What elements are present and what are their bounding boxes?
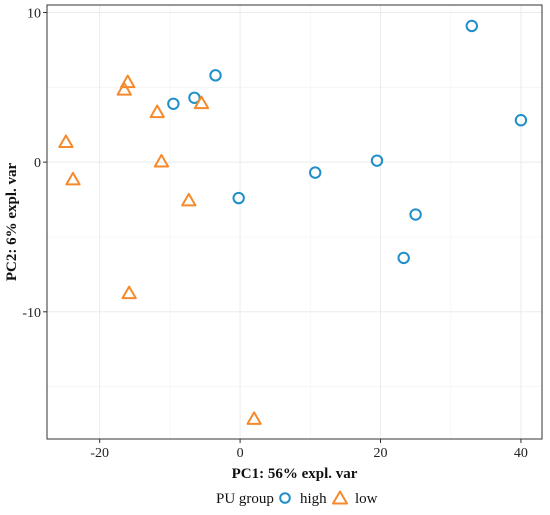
point-low	[193, 95, 210, 110]
axis-ticks: -20 0 20 40 -10 0 10	[22, 6, 528, 461]
x-axis-title: PC1: 56% expl. var	[232, 466, 358, 482]
point-low	[65, 171, 81, 186]
plot-border	[46, 4, 543, 440]
point-low	[116, 82, 132, 96]
legend: PU group high low	[216, 490, 378, 507]
x-tick-label: -20	[90, 446, 109, 461]
point-low	[153, 153, 170, 168]
point-high	[232, 191, 245, 205]
x-tick-label: 0	[237, 446, 244, 461]
y-tick-label: 0	[34, 156, 41, 171]
x-tick-label: 20	[374, 446, 388, 461]
plot-panel	[47, 5, 542, 439]
point-high	[370, 154, 384, 167]
point-high	[209, 69, 222, 82]
y-axis-title: PC2: 6% expl. var	[4, 163, 20, 282]
point-low	[181, 192, 197, 207]
point-high	[465, 19, 478, 33]
legend-low-marker	[332, 490, 348, 505]
legend-title: PU group	[216, 491, 274, 507]
point-high	[309, 166, 322, 179]
y-tick-label: -10	[22, 306, 41, 321]
point-high	[397, 251, 410, 265]
point-low	[149, 104, 165, 119]
point-low	[246, 411, 262, 425]
y-tick-label: 10	[27, 6, 41, 21]
legend-high-label: high	[300, 491, 327, 507]
point-low	[120, 74, 136, 89]
point-high	[514, 114, 528, 127]
grid-lines	[47, 5, 542, 439]
legend-high-marker	[279, 492, 291, 504]
legend-low-label: low	[355, 491, 378, 507]
point-high	[409, 208, 422, 221]
point-high	[167, 97, 180, 110]
point-low	[58, 134, 74, 149]
point-low	[121, 285, 137, 300]
data-points	[58, 19, 528, 425]
x-tick-label: 40	[514, 446, 528, 461]
